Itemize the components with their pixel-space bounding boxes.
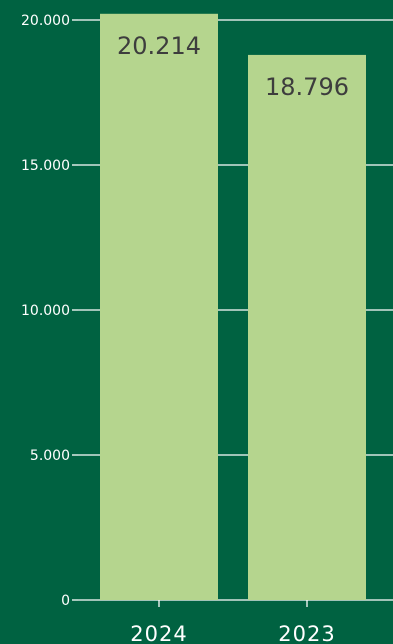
axes <box>72 19 308 607</box>
x-tick-label: 2024 <box>130 622 187 644</box>
y-tick-label: 10.000 <box>21 303 70 319</box>
y-tick-label: 15.000 <box>21 158 70 174</box>
y-tick-label: 0 <box>61 593 70 609</box>
x-tick-label: 2023 <box>278 622 335 644</box>
bars <box>100 13 366 600</box>
y-tick-label: 5.000 <box>30 448 70 464</box>
data-label: 18.796 <box>265 73 349 101</box>
data-label: 20.214 <box>117 32 201 60</box>
y-tick-label: 20.000 <box>21 13 70 29</box>
labels: 0 5.000 10.000 15.000 20.000 20.214 2024 18.796… <box>21 13 349 644</box>
bar <box>248 54 366 600</box>
bar <box>100 13 218 600</box>
